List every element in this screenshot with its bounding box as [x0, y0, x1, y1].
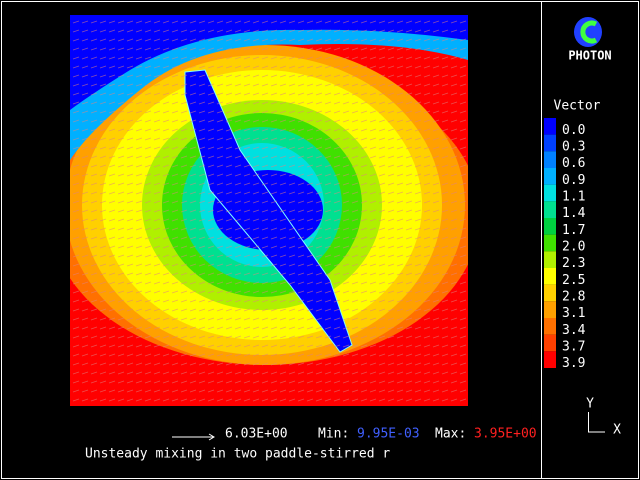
legend-swatch — [544, 218, 556, 235]
legend-swatch — [544, 168, 556, 185]
legend-label: 0.0 — [562, 123, 585, 138]
legend-swatch — [544, 184, 556, 202]
legend-swatch — [544, 318, 556, 335]
caption: Unsteady mixing in two paddle-stirred r — [85, 447, 390, 462]
max-label: Max: — [435, 427, 466, 442]
legend-label: 0.3 — [562, 140, 585, 155]
legend-swatch — [544, 301, 556, 318]
legend-label: 2.0 — [562, 240, 585, 255]
legend-title: Vector — [554, 99, 601, 114]
logo-icon — [580, 20, 598, 44]
legend-label: 2.8 — [562, 290, 585, 305]
legend-swatch — [544, 201, 556, 218]
legend-swatch — [544, 284, 556, 302]
max-value: 3.95E+00 — [474, 427, 537, 442]
legend-label: 3.9 — [562, 356, 585, 371]
legend-swatch — [544, 118, 556, 135]
legend-swatch — [544, 334, 556, 352]
legend-label: 1.1 — [562, 190, 585, 205]
legend: 0.0 0.30.6 0.9 1.11.4 1.7 2.02.3 2.5 2.83.1 3.4 3… — [544, 118, 586, 371]
logo-text: PHOTON — [568, 49, 611, 63]
min-label: Min: — [318, 427, 349, 442]
legend-label: 0.6 — [562, 156, 585, 171]
reference-vector: 6.03E+00 — [225, 427, 288, 442]
axis-x-label: X — [613, 423, 621, 438]
legend-swatch — [544, 251, 556, 268]
legend-label: 3.4 — [562, 323, 586, 338]
legend-label: 1.4 — [562, 206, 586, 221]
legend-swatch — [544, 234, 556, 252]
legend-label: 3.7 — [562, 340, 585, 355]
legend-swatch — [544, 351, 556, 368]
legend-label: 3.1 — [562, 306, 585, 321]
legend-swatch — [544, 134, 556, 152]
contour-plot — [70, 15, 468, 406]
legend-swatch — [544, 151, 556, 168]
legend-label: 2.5 — [562, 273, 585, 288]
legend-label: 1.7 — [562, 223, 585, 238]
reference-arrow — [208, 433, 215, 441]
legend-swatch — [544, 268, 556, 285]
legend-label: 2.3 — [562, 256, 585, 271]
legend-label: 0.9 — [562, 173, 585, 188]
axis-y-label: Y — [586, 397, 594, 412]
min-value: 9.95E-03 — [357, 427, 420, 442]
